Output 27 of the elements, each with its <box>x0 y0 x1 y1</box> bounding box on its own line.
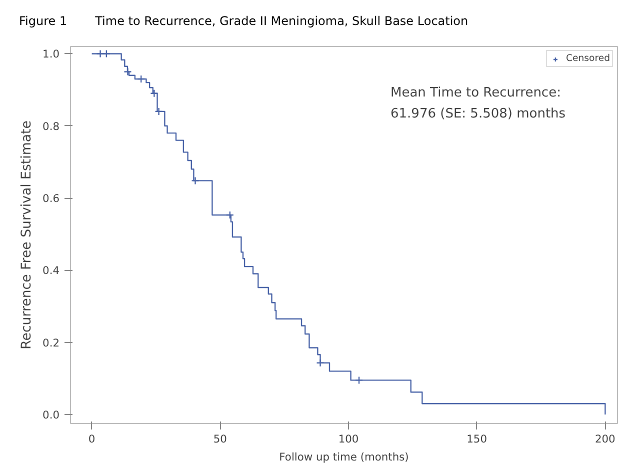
x-tick-label: 150 <box>466 432 488 446</box>
point <box>354 376 364 384</box>
chart-title: Time to Recurrence, Grade II Meningioma, Skull Base Location <box>95 14 468 28</box>
y-tick-label: 0.4 <box>42 264 60 278</box>
y-tick-label: 0.0 <box>42 408 60 422</box>
point <box>102 50 111 58</box>
x-tick-label: 0 <box>88 432 96 446</box>
x-tick-label: 200 <box>595 432 616 446</box>
legend-label: Censored <box>566 53 610 64</box>
point <box>124 68 132 76</box>
point <box>154 107 163 116</box>
point <box>316 358 324 367</box>
y-tick-label: 1.0 <box>42 48 60 61</box>
point <box>96 50 104 58</box>
point <box>191 176 200 185</box>
point <box>150 89 158 98</box>
point <box>136 74 146 84</box>
point <box>226 210 234 220</box>
x-tick-label: 100 <box>338 432 359 446</box>
y-tick-label: 0.2 <box>42 336 60 350</box>
annotation: Mean Time to Recurrence: 61.976 (SE: 5.508) months <box>390 86 566 122</box>
x-axis-title: Follow up time (months) <box>279 450 409 464</box>
x-tick-label: 50 <box>213 432 228 446</box>
y-tick-label: 0.8 <box>42 120 60 133</box>
y-tick-label: 0.6 <box>42 192 60 206</box>
caption: Figure 1 <box>19 14 68 28</box>
y-axis-title: Recurrence Free Survival Estimate <box>20 120 35 350</box>
